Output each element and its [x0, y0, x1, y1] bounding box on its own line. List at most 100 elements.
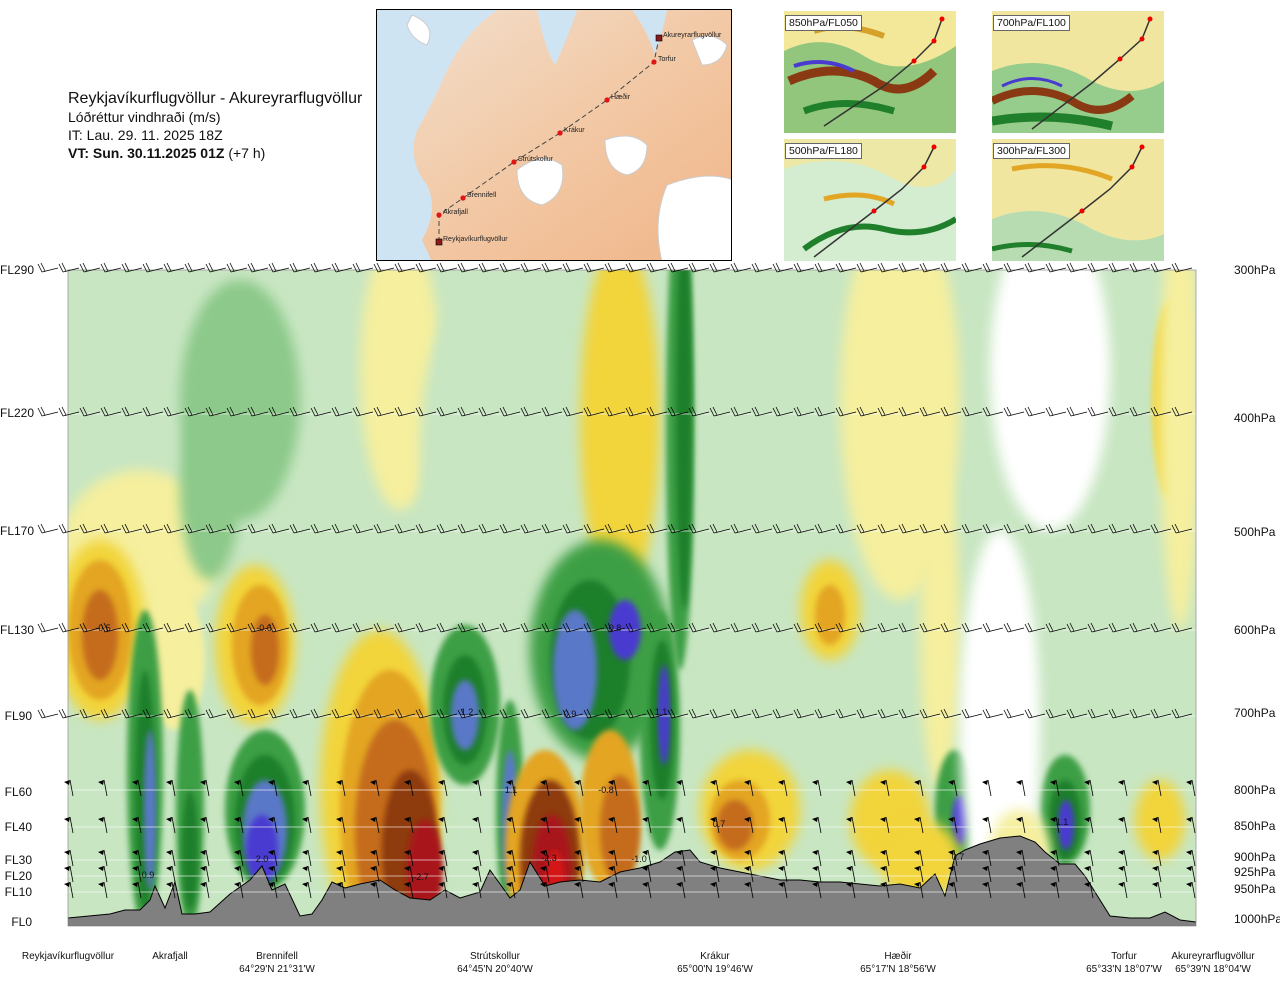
wind-barb [268, 262, 290, 273]
wind-barb [226, 708, 248, 719]
wind-barb [778, 849, 788, 867]
wind-barb [1045, 708, 1067, 719]
wind-barb [404, 816, 414, 834]
wind-barb [880, 881, 890, 899]
value-label: 0.9 [142, 870, 155, 880]
wind-barb [58, 406, 80, 417]
wind-barb [676, 849, 686, 867]
mini-map-300-label: 300hPa/FL300 [993, 143, 1070, 159]
wind-barb [793, 406, 815, 417]
wind-barb [877, 523, 899, 534]
wind-barb [914, 865, 924, 883]
wind-barb [667, 406, 689, 417]
wind-barb [744, 865, 754, 883]
wind-barb [961, 262, 983, 273]
wind-barb [98, 881, 108, 899]
cross-section-chart: -0.5 -0.6 0.8 1.2 0.9 1.1 1.1 -0.8 0.7 1.1 0.9 2.0 -… [37, 262, 1197, 927]
value-label: -2.3 [541, 853, 557, 863]
wind-field [68, 270, 1196, 926]
pressure-level-label: 850hPa [1234, 819, 1276, 833]
wind-barb [793, 708, 815, 719]
wind-barb [438, 816, 448, 834]
wind-barb [541, 622, 563, 633]
waypoint-label: Torfur [658, 56, 677, 63]
wind-barb [642, 816, 652, 834]
terrain-group [68, 835, 1196, 926]
wind-barb [336, 881, 346, 899]
wind-barb [1171, 708, 1193, 719]
location-label: Brennifell 64°29'N 21°31'W [212, 950, 342, 976]
wind-barb [184, 622, 206, 633]
wind-barb [667, 708, 689, 719]
wind-barb [478, 622, 500, 633]
wind-barb [608, 779, 618, 797]
wind-barb [835, 406, 857, 417]
value-label: -0.5 [95, 623, 111, 633]
wind-barb [1024, 523, 1046, 534]
wind-barb [846, 881, 856, 899]
wind-barb [247, 406, 269, 417]
wind-barb [415, 523, 437, 534]
wind-barb [541, 523, 563, 534]
waypoint-marker [557, 130, 563, 136]
wind-barb [625, 622, 647, 633]
wind-barb [1050, 865, 1060, 883]
wind-barb [676, 816, 686, 834]
wind-barb [499, 708, 521, 719]
level-lines [67, 269, 1197, 927]
wind-barb [814, 708, 836, 719]
wind-barb [79, 622, 101, 633]
wind-barb [940, 708, 962, 719]
waypoint-group: Akureyrarflugvöllur Torfur Hæðir Krákur Strú… [435, 32, 722, 246]
wind-barb [1150, 622, 1172, 633]
wind-barb [604, 262, 626, 273]
wind-barb [625, 708, 647, 719]
wind-barb [898, 708, 920, 719]
wind-barb [163, 262, 185, 273]
wind-barb [142, 708, 164, 719]
flight-level-label: FL290 [0, 263, 35, 277]
wind-barb [247, 708, 269, 719]
wind-barb [226, 523, 248, 534]
wind-barb [751, 523, 773, 534]
value-label: 1.2 [461, 707, 474, 717]
value-label: 1.1 [1056, 817, 1069, 827]
pressure-level-label: 600hPa [1234, 623, 1276, 637]
value-label: 1.1 [505, 785, 518, 795]
wind-barb [1118, 881, 1128, 899]
wind-barb [226, 262, 248, 273]
wind-barb [1003, 262, 1025, 273]
wind-barb [710, 779, 720, 797]
wind-barb [540, 816, 550, 834]
wind-barb [166, 816, 176, 834]
wind-barb [562, 708, 584, 719]
wind-barb [744, 881, 754, 899]
wind-barb [1118, 779, 1128, 797]
wind-barb [667, 262, 689, 273]
wind-barb [289, 622, 311, 633]
waypoint-marker [651, 59, 657, 65]
wind-barb [268, 622, 290, 633]
wind-barb [583, 708, 605, 719]
wind-contour [1160, 270, 1196, 630]
value-label: -2.7 [413, 872, 429, 882]
wind-barb [1186, 881, 1196, 899]
wind-barb [310, 262, 332, 273]
wind-barb [1016, 881, 1026, 899]
wind-barb [1152, 881, 1162, 899]
wind-barb [506, 881, 516, 899]
wind-barb [540, 779, 550, 797]
wind-barb [1087, 523, 1109, 534]
wind-barb [710, 865, 720, 883]
waypoint-label: Strútskollur [518, 156, 554, 163]
wind-barb [478, 708, 500, 719]
variable-subtitle: Lóðréttur vindhraði (m/s) [68, 109, 221, 125]
wind-barb [667, 622, 689, 633]
route-title: Reykjavíkurflugvöllur - Akureyrarflugvöl… [68, 90, 363, 107]
wind-barb [132, 816, 142, 834]
wind-barb [289, 262, 311, 273]
wind-barb [472, 816, 482, 834]
wind-barb [709, 708, 731, 719]
wind-barb [604, 523, 626, 534]
wind-barb [856, 523, 878, 534]
